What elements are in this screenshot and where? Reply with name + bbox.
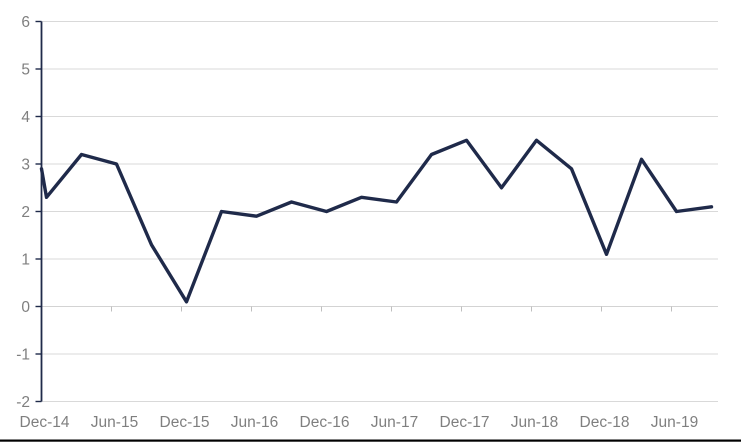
x-tick-label: Dec-16 [300, 414, 350, 431]
y-tick-label: 5 [21, 62, 30, 79]
bottom-border-rule [0, 439, 741, 442]
y-tick-label: 3 [21, 157, 30, 174]
x-tick-label: Jun-19 [651, 414, 698, 431]
y-tick-labels: 6 5 4 3 2 1 0 -1 -2 [16, 14, 30, 411]
x-tick-label: Dec-18 [580, 414, 630, 431]
y-tick-label: -1 [16, 347, 30, 364]
x-tick-labels: Dec-14 Jun-15 Dec-15 Jun-16 Dec-16 Jun-17 Dec-… [20, 414, 699, 431]
x-tick-label: Jun-16 [231, 414, 278, 431]
x-tick-label: Dec-17 [440, 414, 490, 431]
x-tick-label: Jun-17 [371, 414, 418, 431]
y-axis [35, 20, 43, 403]
y-tick-label: 2 [21, 204, 30, 221]
x-tick-label: Jun-18 [511, 414, 558, 431]
y-tick-label: 6 [21, 14, 30, 31]
y-tick-label: 1 [21, 252, 30, 269]
x-axis-ticks [41, 306, 672, 312]
x-tick-label: Jun-15 [91, 414, 138, 431]
x-tick-label: Dec-14 [20, 414, 70, 431]
y-tick-label: -2 [16, 394, 30, 411]
y-tick-label: 4 [21, 109, 30, 126]
y-tick-label: 0 [21, 299, 30, 316]
data-line [39, 138, 714, 304]
x-tick-label: Dec-15 [160, 414, 210, 431]
gridlines [41, 21, 718, 402]
